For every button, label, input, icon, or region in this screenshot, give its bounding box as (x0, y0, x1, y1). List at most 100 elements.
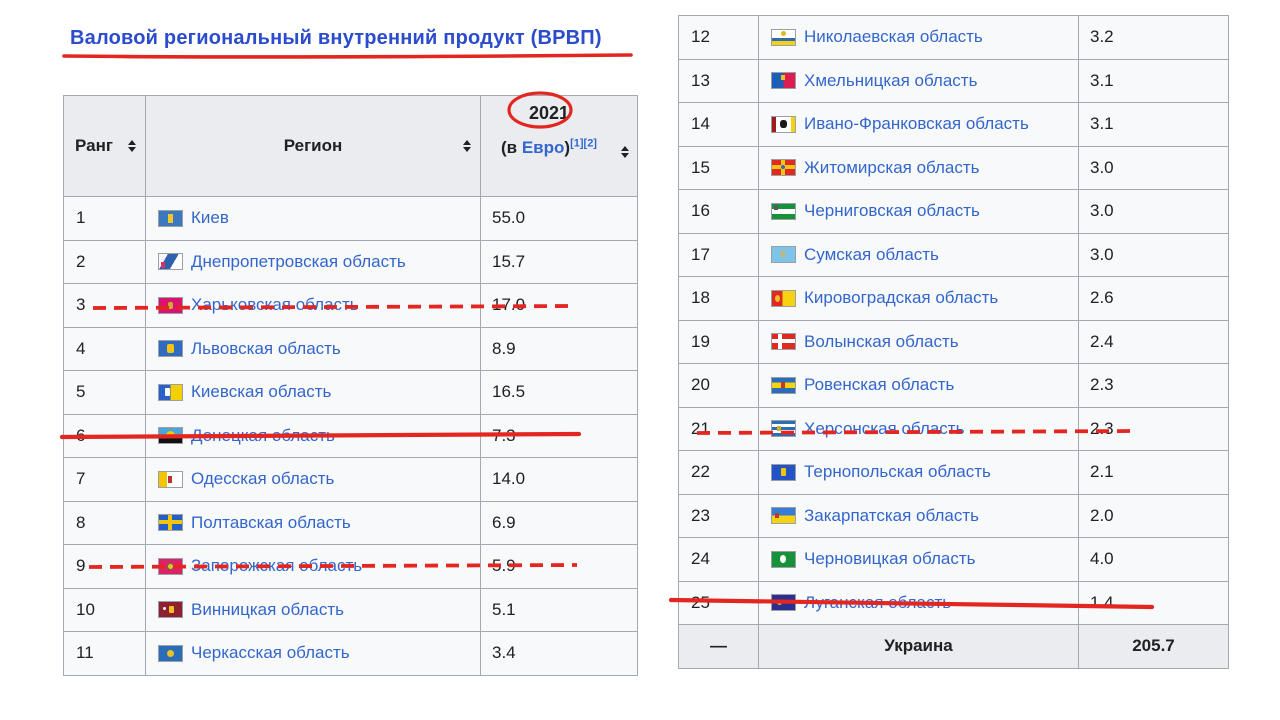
value-cell: 5.1 (480, 587, 638, 632)
region-link[interactable]: Сумская область (804, 244, 939, 264)
rank-cell: 4 (63, 326, 146, 371)
region-cell: Кировоградская область (758, 276, 1079, 321)
region-link[interactable]: Черновицкая область (804, 549, 976, 569)
region-link[interactable]: Черниговская область (804, 201, 980, 221)
table-row: 5 Киевская область 16.5 (63, 370, 638, 415)
value-cell: 1.4 (1078, 580, 1229, 625)
region-link[interactable]: Черкасская область (191, 643, 350, 663)
value-cell: 15.7 (480, 239, 638, 284)
rank-cell: 1 (63, 196, 146, 241)
rank-cell: 8 (63, 500, 146, 545)
region-cell: Ровенская область (758, 363, 1079, 408)
region-link[interactable]: Ровенская область (804, 375, 955, 395)
region-link[interactable]: Запорожская область (191, 556, 363, 576)
region-cell: Луганская область (758, 580, 1079, 625)
table-row: 10 Винницкая область 5.1 (63, 587, 638, 632)
euro-link[interactable]: Евро (521, 138, 565, 157)
region-cell: Киев (145, 196, 481, 241)
table-row: 14 Ивано-Франковская область 3.1 (678, 102, 1229, 147)
flag-kyivobl-icon (158, 383, 183, 401)
region-link[interactable]: Житомирская область (804, 157, 980, 177)
grp-table-left: Ранг Регион 2021 (в Евро)[1][2] 1 Киев 5 5.… (63, 95, 638, 676)
flag-luhansk-icon (771, 594, 796, 612)
region-link[interactable]: Донецкая область (191, 425, 335, 445)
total-rank: — (678, 624, 759, 669)
flag-ivfr-icon (771, 115, 796, 133)
page-title: Валовой региональный внутренний продукт … (70, 27, 602, 49)
region-link[interactable]: Кировоградская область (804, 288, 999, 308)
table-row: 25 Луганская область 1.4 (678, 580, 1229, 625)
region-link[interactable]: Тернопольская область (804, 462, 991, 482)
region-cell: Хмельницкая область (758, 58, 1079, 103)
rank-cell: 25 (678, 580, 759, 625)
sort-icon[interactable] (463, 140, 471, 152)
value-cell: 3.0 (1078, 232, 1229, 277)
region-link[interactable]: Николаевская область (804, 27, 983, 47)
value-cell: 3.1 (1078, 102, 1229, 147)
region-link[interactable]: Харьковская область (191, 295, 359, 315)
flag-odesa-icon (158, 470, 183, 488)
region-cell: Полтавская область (145, 500, 481, 545)
grp-table-right: 12 Николаевская область 3.2 13 Хмельницкая о… (678, 15, 1229, 669)
flag-vinnytsia-icon (158, 601, 183, 619)
table-row: 18 Кировоградская область 2.6 (678, 276, 1229, 321)
value-cell: 3.2 (1078, 15, 1229, 60)
table-row: 1 Киев 55.0 (63, 196, 638, 241)
value-cell: 2.4 (1078, 319, 1229, 364)
rank-cell: 16 (678, 189, 759, 234)
table-row: 21 Херсонская область 2.3 (678, 406, 1229, 451)
rank-cell: 10 (63, 587, 146, 632)
rank-cell: 5 (63, 370, 146, 415)
region-cell: Донецкая область (145, 413, 481, 458)
region-cell: Житомирская область (758, 145, 1079, 190)
table-row: 6 Донецкая область 7.3 (63, 413, 638, 458)
sort-icon[interactable] (128, 140, 136, 152)
value-cell: 4.0 (1078, 537, 1229, 582)
region-link[interactable]: Закарпатская область (804, 505, 979, 525)
region-link[interactable]: Одесская область (191, 469, 335, 489)
region-link[interactable]: Хмельницкая область (804, 70, 978, 90)
region-link[interactable]: Ивано-Франковская область (804, 114, 1029, 134)
value-cell: 2.6 (1078, 276, 1229, 321)
rank-cell: 20 (678, 363, 759, 408)
value-cell: 8.9 (480, 326, 638, 371)
region-cell: Волынская область (758, 319, 1079, 364)
region-cell: Закарпатская область (758, 493, 1079, 538)
ref-2[interactable]: [2] (583, 137, 597, 150)
sort-icon[interactable] (621, 146, 629, 158)
flag-volyn-icon (771, 333, 796, 351)
region-link[interactable]: Полтавская область (191, 512, 351, 532)
value-cell: 6.9 (480, 500, 638, 545)
flag-rivne-icon (771, 376, 796, 394)
table-row: 12 Николаевская область 3.2 (678, 15, 1229, 60)
region-cell: Черниговская область (758, 189, 1079, 234)
region-link[interactable]: Львовская область (191, 338, 341, 358)
table-row: 17 Сумская область 3.0 (678, 232, 1229, 277)
total-label: Украина (758, 624, 1079, 669)
region-cell: Запорожская область (145, 544, 481, 589)
flag-kyiv-icon (158, 209, 183, 227)
title-underline-annotation (62, 53, 633, 59)
rank-cell: 7 (63, 457, 146, 502)
region-link[interactable]: Днепропетровская область (191, 251, 406, 271)
region-cell: Николаевская область (758, 15, 1079, 60)
region-cell: Черкасская область (145, 631, 481, 676)
flag-kirovohrad-icon (771, 289, 796, 307)
table-header-row: Ранг Регион 2021 (в Евро)[1][2] (63, 95, 638, 197)
flag-donetsk-icon (158, 427, 183, 445)
region-link[interactable]: Луганская область (804, 592, 952, 612)
rank-cell: 2 (63, 239, 146, 284)
rank-cell: 17 (678, 232, 759, 277)
value-cell: 2.3 (1078, 363, 1229, 408)
region-link[interactable]: Киевская область (191, 382, 332, 402)
region-link[interactable]: Киев (191, 208, 229, 228)
region-cell: Киевская область (145, 370, 481, 415)
region-link[interactable]: Винницкая область (191, 599, 344, 619)
value-cell: 3.0 (1078, 145, 1229, 190)
total-value: 205.7 (1078, 624, 1229, 669)
region-link[interactable]: Волынская область (804, 331, 959, 351)
ref-1[interactable]: [1] (570, 137, 584, 150)
region-link[interactable]: Херсонская область (804, 418, 965, 438)
rank-cell: 11 (63, 631, 146, 676)
table-row: 8 Полтавская область 6.9 (63, 500, 638, 545)
